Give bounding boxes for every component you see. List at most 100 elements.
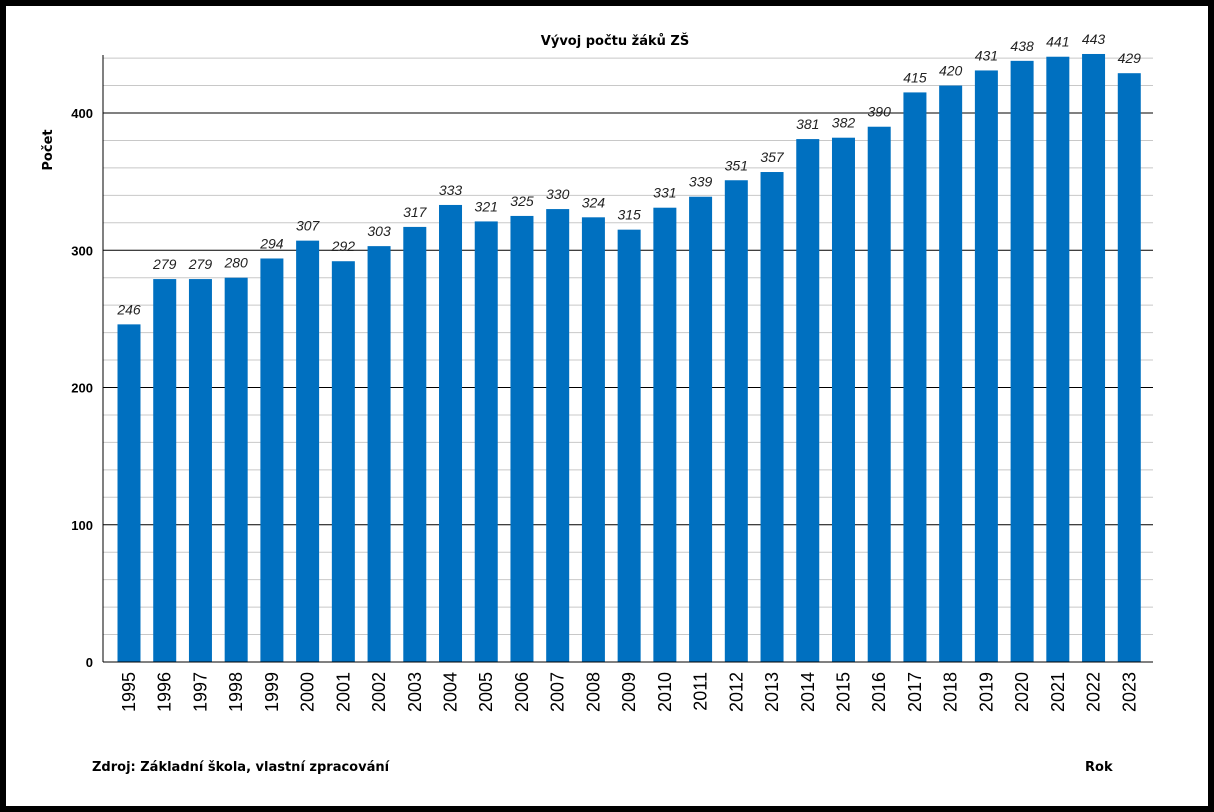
x-tick-label: 1999 <box>262 672 282 712</box>
x-tick-label: 2002 <box>369 672 389 712</box>
x-tick-label: 2014 <box>798 672 818 712</box>
axes: 0 100 200 300 400 1995 1996 1997 1998 1999 2000 200… <box>71 55 1153 712</box>
bar <box>724 180 748 662</box>
bar <box>188 279 212 662</box>
x-tick-label: 1995 <box>119 672 139 712</box>
bar <box>689 196 713 662</box>
bar <box>617 229 641 662</box>
y-axis-label: Počet <box>41 129 56 170</box>
x-tick-label: 2020 <box>1012 672 1032 712</box>
data-label: 431 <box>975 47 998 63</box>
bar <box>939 85 963 663</box>
data-label: 381 <box>796 116 819 132</box>
x-tick-label: 2010 <box>655 672 675 712</box>
x-axis-label: Rok <box>1085 760 1113 775</box>
data-labels: 246 279 279 280 294 307 292 303 317 333 321 325 330 3… <box>116 31 1141 317</box>
data-label: 333 <box>439 182 463 198</box>
y-tick-label: 200 <box>71 381 93 396</box>
data-label: 324 <box>582 194 606 210</box>
data-label: 390 <box>868 104 892 120</box>
x-tick-label: 2019 <box>976 672 996 712</box>
data-label: 415 <box>903 69 927 85</box>
y-tick-label: 0 <box>86 655 93 670</box>
bar <box>153 279 177 662</box>
bar <box>403 226 427 663</box>
source-note: Zdroj: Základní škola, vlastní zpracován… <box>92 760 391 775</box>
bar <box>260 258 284 662</box>
data-label: 321 <box>475 198 498 214</box>
y-tick-label: 300 <box>71 243 93 258</box>
x-tick-label: 2018 <box>941 672 961 712</box>
x-tick-label: 2006 <box>512 672 532 712</box>
data-label: 315 <box>617 207 641 223</box>
x-tick-label: 2001 <box>333 672 353 712</box>
x-tick-label: 1997 <box>190 672 210 712</box>
data-label: 331 <box>653 185 676 201</box>
x-tick-label: 2016 <box>869 672 889 712</box>
data-label: 279 <box>152 256 177 272</box>
bar <box>474 221 498 663</box>
bar <box>510 215 534 662</box>
x-tick-label: 2004 <box>441 672 461 712</box>
bar <box>653 207 677 662</box>
bar <box>867 126 891 663</box>
x-tick-label: 2009 <box>619 672 639 712</box>
data-label: 294 <box>259 235 284 251</box>
x-tick-label: 2011 <box>691 672 711 711</box>
x-tick-label: 2008 <box>583 672 603 712</box>
chart-title: Vývoj počtu žáků ZŠ <box>541 33 689 49</box>
data-label: 438 <box>1010 38 1034 54</box>
data-label: 325 <box>510 193 534 209</box>
data-label: 429 <box>1118 50 1142 66</box>
data-label: 303 <box>367 223 391 239</box>
bar <box>296 240 320 662</box>
x-tick-label: 2013 <box>762 672 782 712</box>
data-label: 443 <box>1082 31 1106 47</box>
data-label: 351 <box>725 157 748 173</box>
x-tick-label: 2022 <box>1084 672 1104 712</box>
bar <box>224 277 248 662</box>
data-label: 317 <box>403 204 428 220</box>
bar <box>796 139 820 662</box>
data-label: 357 <box>760 149 785 165</box>
data-label: 382 <box>832 115 856 131</box>
bars <box>117 53 1141 663</box>
bar <box>760 172 784 662</box>
x-tick-label: 1996 <box>155 672 175 712</box>
bar <box>367 246 391 662</box>
bar <box>117 324 141 662</box>
bar <box>1117 73 1141 662</box>
data-label: 279 <box>188 256 213 272</box>
bar <box>1010 60 1034 663</box>
data-label: 441 <box>1046 34 1069 50</box>
x-tick-label: 2007 <box>548 672 568 712</box>
data-label: 246 <box>116 301 141 317</box>
bar <box>903 92 927 663</box>
x-tick-label: 1998 <box>226 672 246 712</box>
bar <box>331 261 355 662</box>
bar <box>974 70 998 662</box>
data-label: 280 <box>223 255 248 271</box>
data-label: 420 <box>939 63 963 79</box>
x-tick-label: 2023 <box>1119 672 1139 712</box>
bar <box>581 217 605 662</box>
data-label: 330 <box>546 186 570 202</box>
x-tick-label: 2005 <box>476 672 496 712</box>
bar <box>1082 53 1106 663</box>
x-tick-label: 2000 <box>298 672 318 712</box>
bar <box>1046 56 1070 663</box>
x-tick-label: 2003 <box>405 672 425 712</box>
x-tick-label: 2012 <box>726 672 746 712</box>
bar <box>439 204 463 662</box>
bar <box>831 137 855 662</box>
x-tick-label: 2015 <box>833 672 853 712</box>
y-tick-label: 400 <box>71 106 93 121</box>
bar <box>546 209 570 662</box>
data-label: 339 <box>689 174 713 190</box>
y-tick-label: 100 <box>71 518 93 533</box>
data-label: 307 <box>296 218 321 234</box>
x-tick-label: 2021 <box>1048 672 1068 712</box>
data-label: 292 <box>331 238 356 254</box>
x-tick-label: 2017 <box>905 672 925 712</box>
